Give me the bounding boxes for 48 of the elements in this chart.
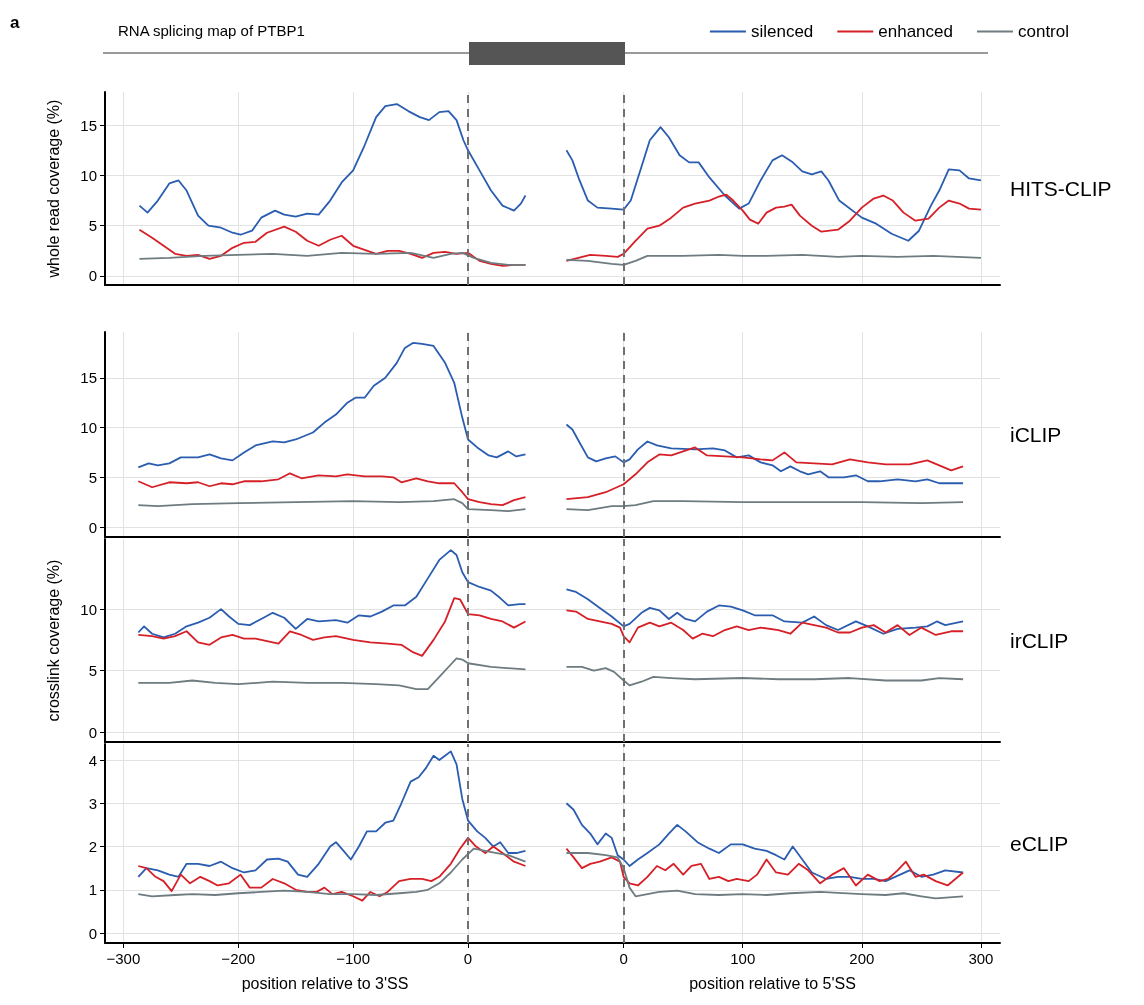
- y-tick-label: 4: [88, 751, 97, 769]
- y-tick-label: 0: [88, 924, 97, 942]
- line-series: [137, 750, 527, 878]
- y2-axis-title: irCLIP: [1010, 629, 1069, 652]
- line-series: [137, 847, 527, 898]
- y-tick-label: 5: [88, 662, 97, 680]
- line-series: [138, 251, 527, 266]
- x-tick-label: −100: [336, 950, 371, 967]
- text: a: [10, 13, 20, 32]
- y-tick-label: 10: [80, 419, 97, 437]
- x-axis-title: position relative to 3'SS: [241, 974, 409, 992]
- line-series: [137, 342, 527, 469]
- x-tick-label: 100: [730, 950, 756, 967]
- y-tick-label: 2: [88, 838, 97, 856]
- x-tick-label: 200: [849, 950, 875, 967]
- y-axis-title: whole read coverage (%): [44, 99, 62, 279]
- y-tick-label: 5: [88, 468, 97, 486]
- x-axis-title: position relative to 5'SS: [689, 974, 856, 992]
- y2-axis-title: HITS-CLIP: [1010, 177, 1112, 200]
- x-tick-label: −200: [221, 950, 256, 967]
- line-series: [137, 498, 527, 513]
- line-series: [137, 657, 527, 690]
- y2-axis-title: eCLIP: [1010, 832, 1069, 855]
- y-tick-label: 0: [88, 723, 97, 741]
- line-series: [137, 597, 527, 657]
- y-tick-label: 10: [80, 166, 97, 184]
- legend-label: control: [1017, 22, 1070, 41]
- legend-label: enhanced: [878, 22, 953, 41]
- y-tick-label: 5: [88, 217, 97, 235]
- y-tick-label: 1: [88, 881, 97, 899]
- y-axis-title: crosslink coverage (%): [44, 559, 62, 722]
- y-tick-label: 3: [88, 794, 97, 812]
- y-tick-label: 15: [80, 116, 97, 134]
- x-tick-label: 0: [619, 950, 628, 967]
- y-tick-label: 0: [88, 267, 97, 285]
- x-tick-label: 0: [463, 950, 473, 967]
- line-series: [137, 549, 527, 639]
- line-series: [137, 472, 527, 507]
- x-tick-label: −300: [106, 950, 141, 967]
- legend-label: silenced: [750, 22, 814, 41]
- y-tick-label: 15: [80, 369, 97, 387]
- line-series: [137, 836, 527, 902]
- line-series: [138, 103, 527, 236]
- y-tick-label: 10: [80, 600, 97, 618]
- chart-title: RNA splicing map of PTBP1: [118, 22, 305, 39]
- y2-axis-title: iCLIP: [1010, 423, 1062, 446]
- y-tick-label: 0: [88, 518, 97, 536]
- x-tick-label: 300: [968, 950, 994, 967]
